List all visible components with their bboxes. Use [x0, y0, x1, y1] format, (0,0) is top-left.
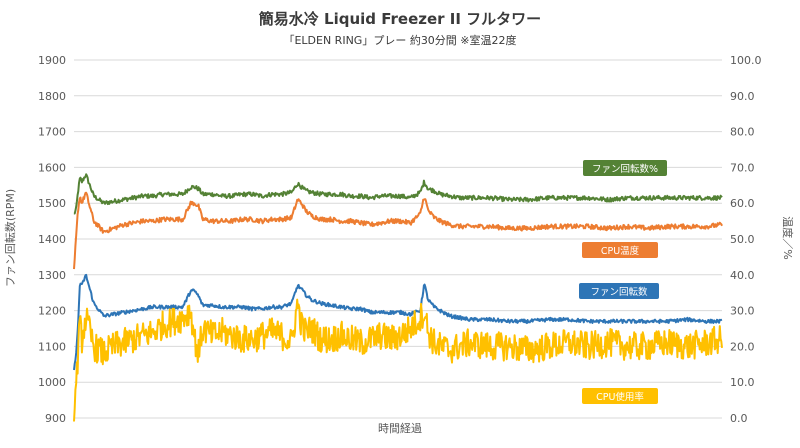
legend-item: CPU使用率 [582, 388, 658, 404]
y-tick-label-left: 1600 [38, 161, 66, 174]
y-tick-label-right: 40.0 [730, 269, 755, 282]
y-tick-label-right: 80.0 [730, 126, 755, 139]
series-line-0 [73, 173, 723, 215]
legend-label: CPU温度 [601, 245, 640, 257]
y-tick-label-right: 20.0 [730, 340, 755, 353]
series-line-2 [73, 273, 723, 371]
legend-item: ファン回転数% [583, 160, 667, 176]
legend-swatch [583, 160, 667, 176]
y-tick-label-left: 1500 [38, 197, 66, 210]
y-tick-label-left: 1300 [38, 269, 66, 282]
y-tick-label-left: 1800 [38, 90, 66, 103]
y-tick-label-left: 1100 [38, 340, 66, 353]
legend-label: CPU使用率 [596, 391, 644, 403]
tick-layer: 1900 100.0 1800 90.0 1700 80.0 1600 70.0 1500 60.… [38, 54, 762, 425]
legend-label: ファン回転数% [592, 163, 658, 175]
legend-swatch [582, 242, 658, 258]
y-tick-label-right: 100.0 [730, 54, 762, 67]
y-tick-label-left: 900 [45, 412, 66, 425]
legend-item: CPU温度 [582, 242, 658, 258]
y-tick-label-right: 10.0 [730, 376, 755, 389]
y-axis-right-label: 温度／% [781, 216, 795, 259]
y-tick-label-right: 30.0 [730, 305, 755, 318]
y-tick-label-right: 60.0 [730, 197, 755, 210]
y-tick-label-left: 1400 [38, 233, 66, 246]
y-tick-label-left: 1200 [38, 305, 66, 318]
series-layer [73, 173, 723, 422]
legend-item: ファン回転数 [579, 283, 659, 299]
y-tick-label-right: 90.0 [730, 90, 755, 103]
y-tick-label-right: 50.0 [730, 233, 755, 246]
grid-layer [74, 59, 722, 419]
y-axis-left-label: ファン回転数(RPM) [4, 189, 17, 287]
chart-subtitle: 「ELDEN RING」プレー 約30分間 ※室温22度 [283, 33, 516, 47]
y-tick-label-left: 1700 [38, 126, 66, 139]
series-line-3 [73, 298, 723, 422]
y-tick-label-right: 70.0 [730, 161, 755, 174]
chart-title: 簡易水冷 Liquid Freezer II フルタワー [259, 10, 541, 28]
series-line-1 [73, 191, 723, 270]
x-axis-label: 時間経過 [378, 422, 422, 435]
y-tick-label-right: 0.0 [730, 412, 748, 425]
legend-swatch [582, 388, 658, 404]
legend-swatch [579, 283, 659, 299]
y-tick-label-left: 1000 [38, 376, 66, 389]
legend-label: ファン回転数 [590, 286, 648, 298]
y-tick-label-left: 1900 [38, 54, 66, 67]
